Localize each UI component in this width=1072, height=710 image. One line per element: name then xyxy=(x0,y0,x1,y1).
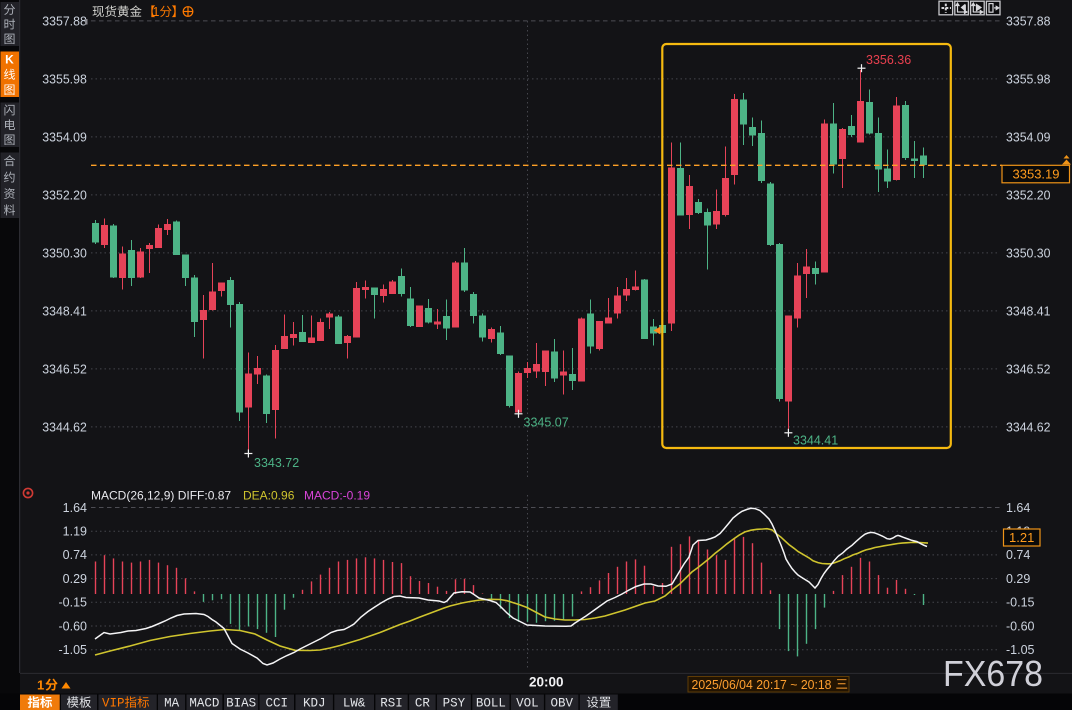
svg-text:3357.88: 3357.88 xyxy=(1006,14,1051,29)
svg-text:3353.19: 3353.19 xyxy=(1013,167,1060,182)
svg-text:OBV: OBV xyxy=(551,697,574,710)
svg-text:LW&: LW& xyxy=(343,697,366,710)
svg-text:MACD:-0.19: MACD:-0.19 xyxy=(304,489,370,503)
svg-text:BIAS: BIAS xyxy=(226,697,256,710)
svg-text:0.74: 0.74 xyxy=(63,548,87,562)
svg-text:0.74: 0.74 xyxy=(1006,548,1030,562)
svg-text:VOL: VOL xyxy=(516,697,539,710)
svg-text:3348.41: 3348.41 xyxy=(42,304,87,319)
svg-text:MACD(26,12,9) DIFF:0.87: MACD(26,12,9) DIFF:0.87 xyxy=(91,489,231,503)
svg-text:PSY: PSY xyxy=(443,697,466,710)
svg-text:3350.30: 3350.30 xyxy=(42,246,87,261)
svg-text:MACD: MACD xyxy=(189,697,219,710)
svg-text:3343.72: 3343.72 xyxy=(254,456,299,470)
svg-text:3356.36: 3356.36 xyxy=(866,53,911,67)
svg-text:3346.52: 3346.52 xyxy=(1006,362,1051,377)
svg-text:MA: MA xyxy=(164,697,180,710)
svg-text:3352.20: 3352.20 xyxy=(1006,188,1051,203)
svg-text:1: 1 xyxy=(153,5,160,19)
svg-text:KDJ: KDJ xyxy=(303,697,326,710)
svg-text:3344.62: 3344.62 xyxy=(42,420,87,435)
svg-text:-0.15: -0.15 xyxy=(1006,596,1035,610)
svg-text:3348.41: 3348.41 xyxy=(1006,304,1051,319)
svg-text:CCI: CCI xyxy=(266,697,289,710)
svg-text:3355.98: 3355.98 xyxy=(1006,72,1051,87)
svg-text:1.64: 1.64 xyxy=(1006,501,1030,515)
svg-text:3355.98: 3355.98 xyxy=(42,72,87,87)
svg-text:20:00: 20:00 xyxy=(529,675,564,690)
svg-text:RSI: RSI xyxy=(380,697,403,710)
svg-text:FX678: FX678 xyxy=(943,653,1043,694)
svg-text:1: 1 xyxy=(37,678,44,693)
svg-text:3344.62: 3344.62 xyxy=(1006,420,1051,435)
svg-text:VIP: VIP xyxy=(102,697,125,710)
svg-text:2025/06/04 20:17 ~ 20:18: 2025/06/04 20:17 ~ 20:18 xyxy=(692,677,832,692)
svg-text:CR: CR xyxy=(415,697,431,710)
svg-text:-0.60: -0.60 xyxy=(59,619,88,633)
svg-text:-1.05: -1.05 xyxy=(59,643,88,657)
svg-text:3352.20: 3352.20 xyxy=(42,188,87,203)
svg-text:1.64: 1.64 xyxy=(63,501,87,515)
svg-text:0.29: 0.29 xyxy=(63,572,87,586)
svg-text:3344.41: 3344.41 xyxy=(793,434,838,448)
svg-text:1.19: 1.19 xyxy=(63,525,87,539)
svg-text:DEA:0.96: DEA:0.96 xyxy=(243,489,295,503)
svg-text:3357.88: 3357.88 xyxy=(42,14,87,29)
svg-text:3354.09: 3354.09 xyxy=(1006,130,1051,145)
svg-text:3345.07: 3345.07 xyxy=(524,416,569,430)
svg-text:3350.30: 3350.30 xyxy=(1006,246,1051,261)
svg-text:K: K xyxy=(5,53,14,67)
svg-text:3346.52: 3346.52 xyxy=(42,362,87,377)
svg-text:0.29: 0.29 xyxy=(1006,572,1030,586)
svg-text:-1.05: -1.05 xyxy=(1006,643,1035,657)
svg-text:-0.15: -0.15 xyxy=(59,596,88,610)
svg-text:1.21: 1.21 xyxy=(1009,530,1034,545)
svg-text:3354.09: 3354.09 xyxy=(42,130,87,145)
svg-text:BOLL: BOLL xyxy=(476,697,506,710)
svg-text:-0.60: -0.60 xyxy=(1006,619,1035,633)
